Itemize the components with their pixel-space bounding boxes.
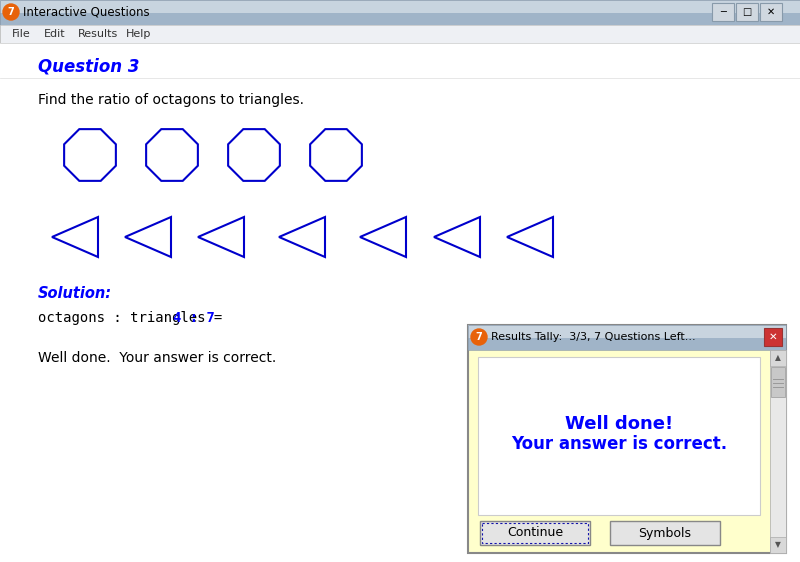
Bar: [610, 521, 720, 545]
Text: Continue: Continue: [507, 527, 563, 540]
Text: ▲: ▲: [775, 353, 781, 362]
Bar: [468, 325, 786, 338]
Bar: [770, 350, 786, 366]
Text: ✕: ✕: [769, 332, 778, 342]
Text: Edit: Edit: [44, 29, 66, 39]
Bar: [0, 25, 800, 43]
Text: Your answer is correct.: Your answer is correct.: [511, 435, 727, 453]
Text: Interactive Questions: Interactive Questions: [23, 6, 150, 19]
Bar: [764, 328, 782, 346]
Text: Solution:: Solution:: [38, 285, 112, 301]
Text: 7: 7: [8, 7, 14, 17]
Bar: [770, 350, 786, 553]
Text: ▼: ▼: [775, 541, 781, 550]
Bar: [712, 3, 734, 21]
Text: Well done.  Your answer is correct.: Well done. Your answer is correct.: [38, 351, 276, 365]
Text: File: File: [12, 29, 30, 39]
Text: ✕: ✕: [767, 7, 775, 17]
Circle shape: [3, 4, 19, 20]
Bar: [771, 367, 785, 397]
Text: Help: Help: [126, 29, 151, 39]
Text: 4 : 7: 4 : 7: [173, 311, 214, 325]
Text: Results Tally:  3/3, 7 Questions Left...: Results Tally: 3/3, 7 Questions Left...: [491, 332, 696, 342]
Bar: [478, 357, 760, 515]
Bar: [0, 0, 800, 25]
Bar: [736, 3, 758, 21]
Text: □: □: [742, 7, 752, 17]
Bar: [468, 325, 786, 350]
Text: Results: Results: [78, 29, 118, 39]
Text: Symbols: Symbols: [638, 527, 691, 540]
Bar: [468, 325, 786, 553]
Bar: [770, 537, 786, 553]
Text: Find the ratio of octagons to triangles.: Find the ratio of octagons to triangles.: [38, 93, 304, 107]
Text: Well done!: Well done!: [565, 415, 673, 433]
Bar: [0, 0, 800, 13]
Text: Question 3: Question 3: [38, 58, 139, 76]
Bar: [0, 13, 800, 25]
Bar: [760, 3, 782, 21]
Bar: [480, 521, 590, 545]
Text: octagons : triangles =: octagons : triangles =: [38, 311, 230, 325]
Text: 7: 7: [476, 332, 482, 342]
Text: ─: ─: [720, 7, 726, 17]
Bar: [468, 338, 786, 350]
Circle shape: [471, 329, 487, 345]
